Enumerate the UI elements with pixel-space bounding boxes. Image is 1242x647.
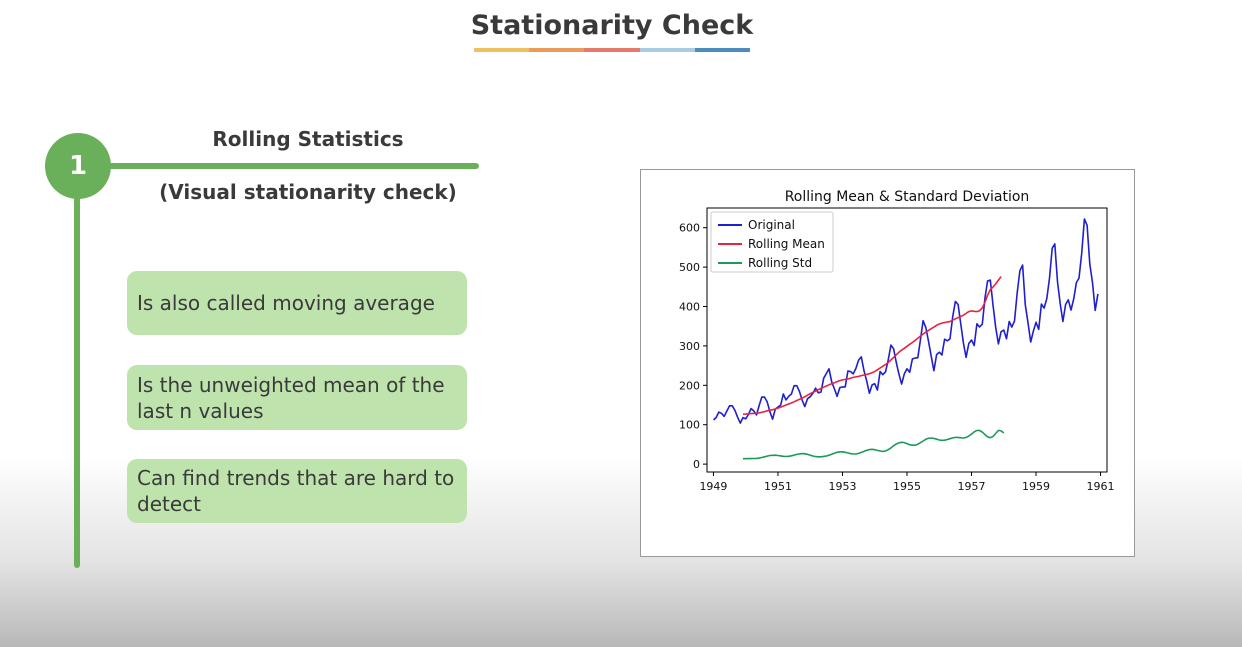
step-number-badge: 1 (45, 133, 111, 199)
y-tick-label: 0 (693, 458, 700, 471)
chart-title: Rolling Mean & Standard Deviation (785, 189, 1030, 205)
legend-label: Rolling Std (748, 256, 812, 270)
series-line-rolling-mean (742, 276, 1002, 415)
slide-title: Stationarity Check (470, 10, 754, 41)
step-heading: Rolling Statistics (212, 127, 404, 151)
info-card-text: Is the unweighted mean of the last n val… (137, 372, 445, 423)
y-tick-label: 300 (679, 340, 700, 353)
y-tick-label: 500 (679, 261, 700, 274)
y-tick-label: 200 (679, 379, 700, 392)
title-underline (474, 48, 751, 52)
y-tick-label: 100 (679, 419, 700, 432)
x-tick-label: 1949 (699, 480, 727, 493)
info-card-unweighted-mean: Is the unweighted mean of the last n val… (127, 365, 467, 430)
step-connector-line (100, 163, 479, 169)
x-tick-label: 1953 (828, 480, 856, 493)
title-underline-segment (584, 48, 640, 52)
y-tick-label: 400 (679, 301, 700, 314)
legend-label: Original (748, 218, 795, 232)
x-tick-label: 1957 (958, 480, 986, 493)
x-tick-label: 1951 (764, 480, 792, 493)
title-underline-segment (639, 48, 695, 52)
series-line-rolling-std (743, 429, 1005, 460)
legend-box (710, 211, 834, 273)
info-card-text: Is also called moving average (137, 291, 435, 315)
legend-label: Rolling Mean (748, 237, 825, 251)
title-underline-segment (694, 48, 751, 52)
chart-image-frame: Rolling Mean & Standard Deviation 1949 195… (640, 169, 1135, 557)
x-tick-label: 1955 (893, 480, 921, 493)
x-tick-label: 1959 (1022, 480, 1050, 493)
rolling-stats-chart: Rolling Mean & Standard Deviation 1949 195… (679, 189, 1115, 493)
y-tick-label: 600 (679, 222, 700, 235)
title-underline-segment (474, 48, 530, 52)
timeline-line (74, 180, 80, 568)
x-tick-label: 1961 (1087, 480, 1115, 493)
info-card-moving-average: Is also called moving average (127, 271, 467, 335)
title-underline-segment (529, 48, 585, 52)
info-card-trends: Can find trends that are hard to detect (127, 459, 467, 523)
step-subheading: (Visual stationarity check) (159, 180, 457, 204)
series-line-original (712, 218, 1099, 424)
info-card-text: Can find trends that are hard to detect (137, 466, 455, 516)
